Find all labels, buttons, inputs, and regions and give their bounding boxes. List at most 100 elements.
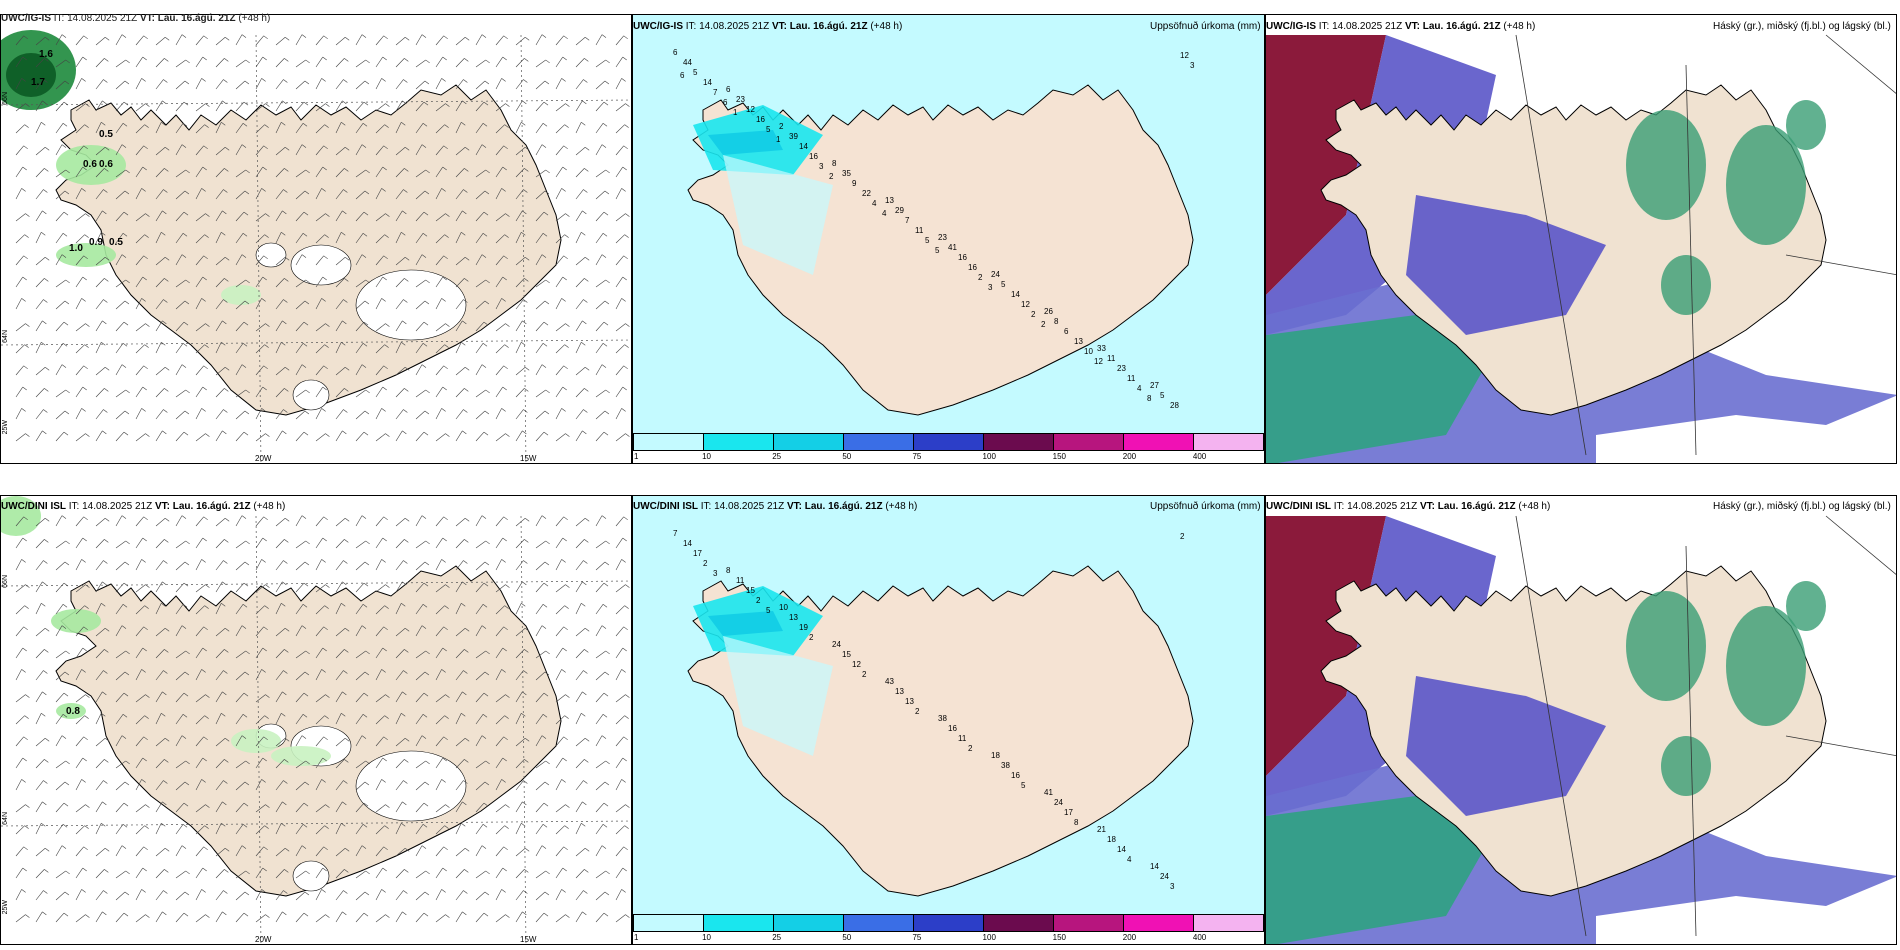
- colorbar-label: 50: [842, 452, 852, 461]
- wind-value-label: 0.5: [99, 129, 113, 140]
- precip-value-label: 2: [756, 596, 761, 605]
- precip-value-label: 4: [1127, 855, 1132, 864]
- precip-value-label: 33: [1097, 344, 1106, 353]
- precip-value-label: 6: [673, 48, 678, 57]
- cloud-title-bottom: Háský (gr.), miðský (fj.bl.) og lágský (…: [1713, 501, 1891, 512]
- precip-value-label: 6: [1064, 327, 1069, 336]
- wind-value-label: 0.9: [89, 237, 103, 248]
- precip-value-label: 2: [862, 670, 867, 679]
- colorbar-label: 50: [842, 933, 852, 942]
- colorbar-swatch: [1124, 915, 1194, 931]
- colorbar-swatch: [984, 434, 1054, 450]
- precip-value-label: 14: [1011, 290, 1020, 299]
- precip-value-label: 5: [693, 68, 698, 77]
- precip-value-label: 41: [948, 243, 957, 252]
- precip-value-label: 13: [905, 697, 914, 706]
- precip-value-label: 16: [809, 152, 818, 161]
- precip-value-label: 2: [1031, 310, 1036, 319]
- precip-value-label: 1: [733, 108, 738, 117]
- colorbar-swatch: [844, 915, 914, 931]
- precip-value-label: 7: [673, 529, 678, 538]
- precip-value-label: 11: [736, 576, 745, 585]
- precip-value-label: 5: [1160, 391, 1165, 400]
- colorbar-label: 1: [634, 933, 639, 942]
- precip-panel-top: 6 6 2 8 13 23 24 26 33 27 44 23 39 35 29 41 5 8 11 5 5 12 14 9 7…: [632, 14, 1265, 464]
- precip-value-label: 24: [832, 640, 841, 649]
- cloud-map-bottom: [1266, 496, 1896, 944]
- precip-value-label: 4: [1137, 384, 1142, 393]
- precip-value-label: 11: [915, 226, 924, 235]
- precip-value-label: 15: [746, 586, 755, 595]
- precip-value-label: 5: [925, 236, 930, 245]
- colorbar-label: 25: [772, 933, 782, 942]
- precip-value-label: 23: [736, 95, 745, 104]
- colorbar-label: 150: [1052, 452, 1067, 461]
- precip-value-label: 5: [766, 125, 771, 134]
- precip-value-label: 13: [789, 613, 798, 622]
- colorbar-top: [633, 433, 1264, 451]
- precip-value-label: 27: [1150, 381, 1159, 390]
- precip-value-label: 3: [1190, 61, 1195, 70]
- colorbar-label: 10: [702, 933, 712, 942]
- precip-value-label: 18: [991, 751, 1000, 760]
- precip-value-label: 15: [842, 650, 851, 659]
- precip-value-label: 2: [1041, 320, 1046, 329]
- colorbar-swatch: [1054, 434, 1124, 450]
- precip-value-label: 3: [819, 162, 824, 171]
- precip-value-label: 24: [991, 270, 1000, 279]
- precip-value-label: 4: [872, 199, 877, 208]
- lat-label-64n-bottom: 64N: [2, 812, 9, 825]
- wind-panel-top-header: UWC/IG-IS IT: 14.08.2025 21Z VT: Lau. 16…: [1, 13, 271, 24]
- colorbar-label: 10: [702, 452, 712, 461]
- precip-value-label: 17: [693, 549, 702, 558]
- colorbar-swatch: [704, 915, 774, 931]
- model-name: UWC/IG-IS: [1, 13, 51, 24]
- lon-label-20w-bottom: 20W: [255, 935, 272, 944]
- precip-value-label: 22: [862, 189, 871, 198]
- precip-panel-top-header: UWC/IG-IS IT: 14.08.2025 21Z VT: Lau. 16…: [633, 21, 903, 32]
- precip-value-label: 23: [938, 233, 947, 242]
- precip-title-bottom: Uppsöfnuð úrkoma (mm): [1150, 501, 1261, 512]
- precip-value-label: 2: [703, 559, 708, 568]
- colorbar-label: 1: [634, 452, 639, 461]
- precip-value-label: 13: [885, 196, 894, 205]
- precip-value-label: 29: [895, 206, 904, 215]
- colorbar-swatch: [634, 434, 704, 450]
- precip-value-label: 44: [683, 58, 692, 67]
- precip-value-label: 24: [1160, 872, 1169, 881]
- precip-value-label: 7: [905, 216, 910, 225]
- wind-panel-bottom: 0.8: [0, 495, 632, 945]
- precip-value-label: 11: [1127, 374, 1136, 383]
- precip-value-label: 41: [1044, 788, 1053, 797]
- lat-label-25w-top: 25W: [2, 420, 9, 435]
- precip-title-top: Uppsöfnuð úrkoma (mm): [1150, 21, 1261, 32]
- precip-value-label: 26: [1044, 307, 1053, 316]
- colorbar-swatch: [1124, 434, 1194, 450]
- precip-value-label: 39: [789, 132, 798, 141]
- precip-value-label: 12: [1094, 357, 1103, 366]
- lon-label-15w-top: 15W: [520, 454, 537, 463]
- colorbar-swatch: [914, 915, 984, 931]
- precip-value-label: 5: [1001, 280, 1006, 289]
- cloud-panel-bottom-header: UWC/DINI ISL IT: 14.08.2025 21Z VT: Lau.…: [1266, 501, 1551, 512]
- precip-value-label: 13: [1074, 337, 1083, 346]
- precip-value-label: 2: [968, 744, 973, 753]
- colorbar-label: 100: [982, 452, 996, 461]
- precip-value-label: 16: [958, 253, 967, 262]
- precip-panel-bottom-header: UWC/DINI ISL IT: 14.08.2025 21Z VT: Lau.…: [633, 501, 918, 512]
- colorbar-label: 400: [1192, 933, 1207, 942]
- precip-value-label: 10: [779, 603, 788, 612]
- wind-value-label: 1.7: [31, 77, 45, 88]
- precip-value-label: 5: [1021, 781, 1026, 790]
- cloud-panel-top: [1265, 14, 1897, 464]
- lon-label-15w-bottom: 15W: [520, 935, 537, 944]
- precip-value-label: 5: [766, 606, 771, 615]
- colorbar-swatch: [1194, 434, 1263, 450]
- precip-value-label: 24: [1054, 798, 1063, 807]
- precip-value-label: 14: [799, 142, 808, 151]
- wind-map-top: 1.6 1.7 0.5 0.6 0.6 1.0 0.9 0.5: [1, 30, 631, 463]
- precip-value-label: 2: [829, 172, 834, 181]
- colorbar-label: 75: [912, 933, 922, 942]
- precip-value-label: 2: [809, 633, 814, 642]
- precip-value-label: 6: [680, 71, 685, 80]
